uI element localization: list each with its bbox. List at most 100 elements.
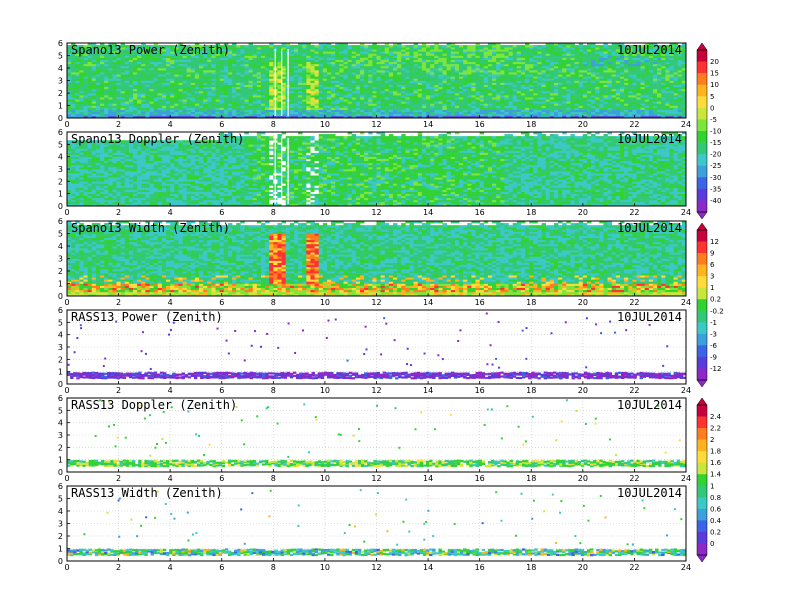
heatmap-cell <box>174 113 179 117</box>
heatmap-cell <box>574 59 580 63</box>
heatmap-cell <box>475 115 480 119</box>
heatmap-cell <box>256 51 262 54</box>
heatmap-cell <box>611 59 617 63</box>
heatmap-cell <box>244 45 249 48</box>
heatmap-cell <box>83 88 88 92</box>
heatmap-cell <box>504 86 509 90</box>
heatmap-cell <box>504 111 509 115</box>
heatmap-cell <box>322 49 328 52</box>
heatmap-cell <box>137 78 142 81</box>
heatmap-cell <box>500 45 505 48</box>
heatmap-cell <box>260 84 266 88</box>
heatmap-cell <box>359 105 365 108</box>
heatmap-cell <box>133 72 138 75</box>
heatmap-cell <box>467 95 472 98</box>
heatmap-cell <box>450 57 456 60</box>
heatmap-cell <box>355 55 361 58</box>
heatmap-cell <box>450 109 456 113</box>
heatmap-cell <box>145 97 150 100</box>
heatmap-cell <box>562 55 567 58</box>
heatmap-cell <box>182 97 187 100</box>
heatmap-cell <box>306 115 311 119</box>
heatmap-cell <box>277 82 282 85</box>
heatmap-cell <box>289 53 295 56</box>
heatmap-cell <box>343 80 348 83</box>
heatmap-cell <box>500 99 505 102</box>
heatmap-cell <box>133 70 138 73</box>
heatmap-cell <box>376 109 381 113</box>
heatmap-cell <box>459 95 464 98</box>
heatmap-cell <box>582 90 588 94</box>
heatmap-cell <box>624 45 629 48</box>
heatmap-cell <box>376 74 381 77</box>
heatmap-cell <box>591 95 596 98</box>
heatmap-cell <box>314 115 320 119</box>
heatmap-cell <box>545 103 551 106</box>
heatmap-cell <box>471 97 476 100</box>
heatmap-cell <box>442 47 447 50</box>
heatmap-cell <box>562 86 567 90</box>
heatmap-cell <box>265 113 270 117</box>
heatmap-cell <box>434 45 439 48</box>
heatmap-cell <box>446 105 452 108</box>
heatmap-cell <box>91 97 97 100</box>
heatmap-cell <box>364 78 369 81</box>
heatmap-cell <box>516 103 522 106</box>
heatmap-cell <box>141 47 146 50</box>
heatmap-cell <box>219 57 225 60</box>
heatmap-cell <box>178 99 183 102</box>
heatmap-cell <box>615 115 621 119</box>
heatmap-cell <box>302 53 307 56</box>
heatmap-cell <box>558 72 563 75</box>
heatmap-cell <box>368 78 373 81</box>
heatmap-cell <box>492 82 497 85</box>
heatmap-cell <box>475 72 480 75</box>
heatmap-cell <box>67 105 72 108</box>
heatmap-cell <box>67 101 72 104</box>
heatmap-cell <box>364 111 369 115</box>
heatmap-cell <box>430 72 435 75</box>
heatmap-cell <box>166 93 171 96</box>
heatmap-cell <box>331 45 336 48</box>
heatmap-cell <box>306 72 311 75</box>
heatmap-cell <box>591 65 596 69</box>
heatmap-cell <box>87 43 93 46</box>
heatmap-cell <box>207 61 212 65</box>
heatmap-cell <box>269 103 274 106</box>
heatmap-cell <box>79 109 84 113</box>
heatmap-cell <box>244 80 249 83</box>
heatmap-cell <box>446 113 452 117</box>
heatmap-cell <box>417 61 423 65</box>
heatmap-cell <box>487 47 493 50</box>
heatmap-cell <box>492 88 497 92</box>
heatmap-cell <box>157 78 163 81</box>
heatmap-cell <box>128 115 134 119</box>
heatmap-cell <box>141 88 146 92</box>
heatmap-cell <box>393 72 398 75</box>
heatmap-cell <box>302 101 307 104</box>
heatmap-cell <box>252 101 258 104</box>
heatmap-cell <box>145 107 150 110</box>
heatmap-cell <box>281 107 287 110</box>
heatmap-cell <box>450 72 456 75</box>
heatmap-cell <box>446 97 452 100</box>
heatmap-cell <box>578 59 584 63</box>
heatmap-cell <box>322 86 328 90</box>
heatmap-cell <box>586 57 592 60</box>
heatmap-cell <box>388 49 394 52</box>
heatmap-cell <box>483 111 489 115</box>
heatmap-cell <box>137 99 142 102</box>
heatmap-cell <box>128 111 134 115</box>
heatmap-cell <box>260 61 266 65</box>
heatmap-cell <box>153 113 159 117</box>
heatmap-cell <box>615 45 621 48</box>
heatmap-cell <box>260 88 266 92</box>
heatmap-cell <box>401 88 406 92</box>
heatmap-cell <box>533 93 538 96</box>
heatmap-cell <box>120 103 126 106</box>
heatmap-cell <box>430 65 435 69</box>
heatmap-cell <box>558 63 563 67</box>
heatmap-cell <box>533 59 538 63</box>
heatmap-cell <box>335 68 340 71</box>
heatmap-cell <box>413 51 419 54</box>
